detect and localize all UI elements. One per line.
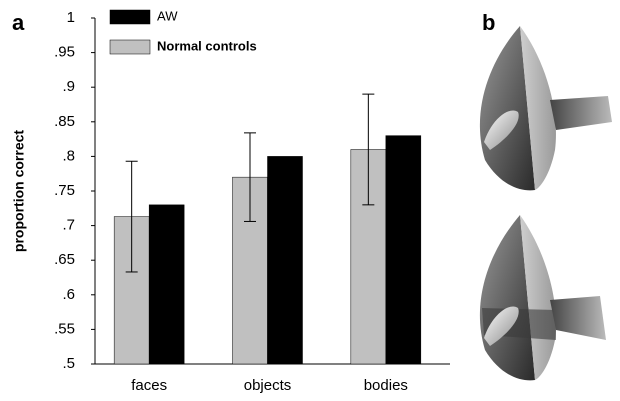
panel-label: a — [12, 10, 25, 35]
legend-label: AW — [157, 8, 178, 23]
legend-swatch — [109, 9, 151, 25]
legend-label: Normal controls — [157, 38, 257, 53]
shape-images — [479, 26, 612, 381]
x-tick-label: objects — [244, 377, 292, 394]
y-axis-label: proportion correct — [11, 130, 27, 252]
y-tick-label: 1 — [67, 9, 75, 26]
y-tick-label: .8 — [62, 147, 75, 164]
bar — [148, 204, 185, 365]
y-tick-label: .7 — [62, 217, 75, 234]
x-tick-label: faces — [131, 377, 167, 394]
y-tick-label: .95 — [54, 44, 75, 61]
x-tick-label: bodies — [364, 377, 408, 394]
y-tick-label: .75 — [54, 182, 75, 199]
bar — [267, 156, 303, 365]
y-tick-label: .9 — [62, 78, 75, 95]
legend-swatch — [109, 39, 151, 55]
panel-label: b — [482, 10, 495, 35]
shape-top — [479, 26, 612, 191]
y-tick-label: .55 — [54, 320, 75, 337]
y-tick-label: .5 — [62, 355, 75, 372]
y-tick-label: .6 — [62, 286, 75, 303]
bar — [385, 135, 422, 365]
y-tick-label: .65 — [54, 251, 75, 268]
y-tick-label: .85 — [54, 113, 75, 130]
shape-bottom — [479, 215, 606, 381]
